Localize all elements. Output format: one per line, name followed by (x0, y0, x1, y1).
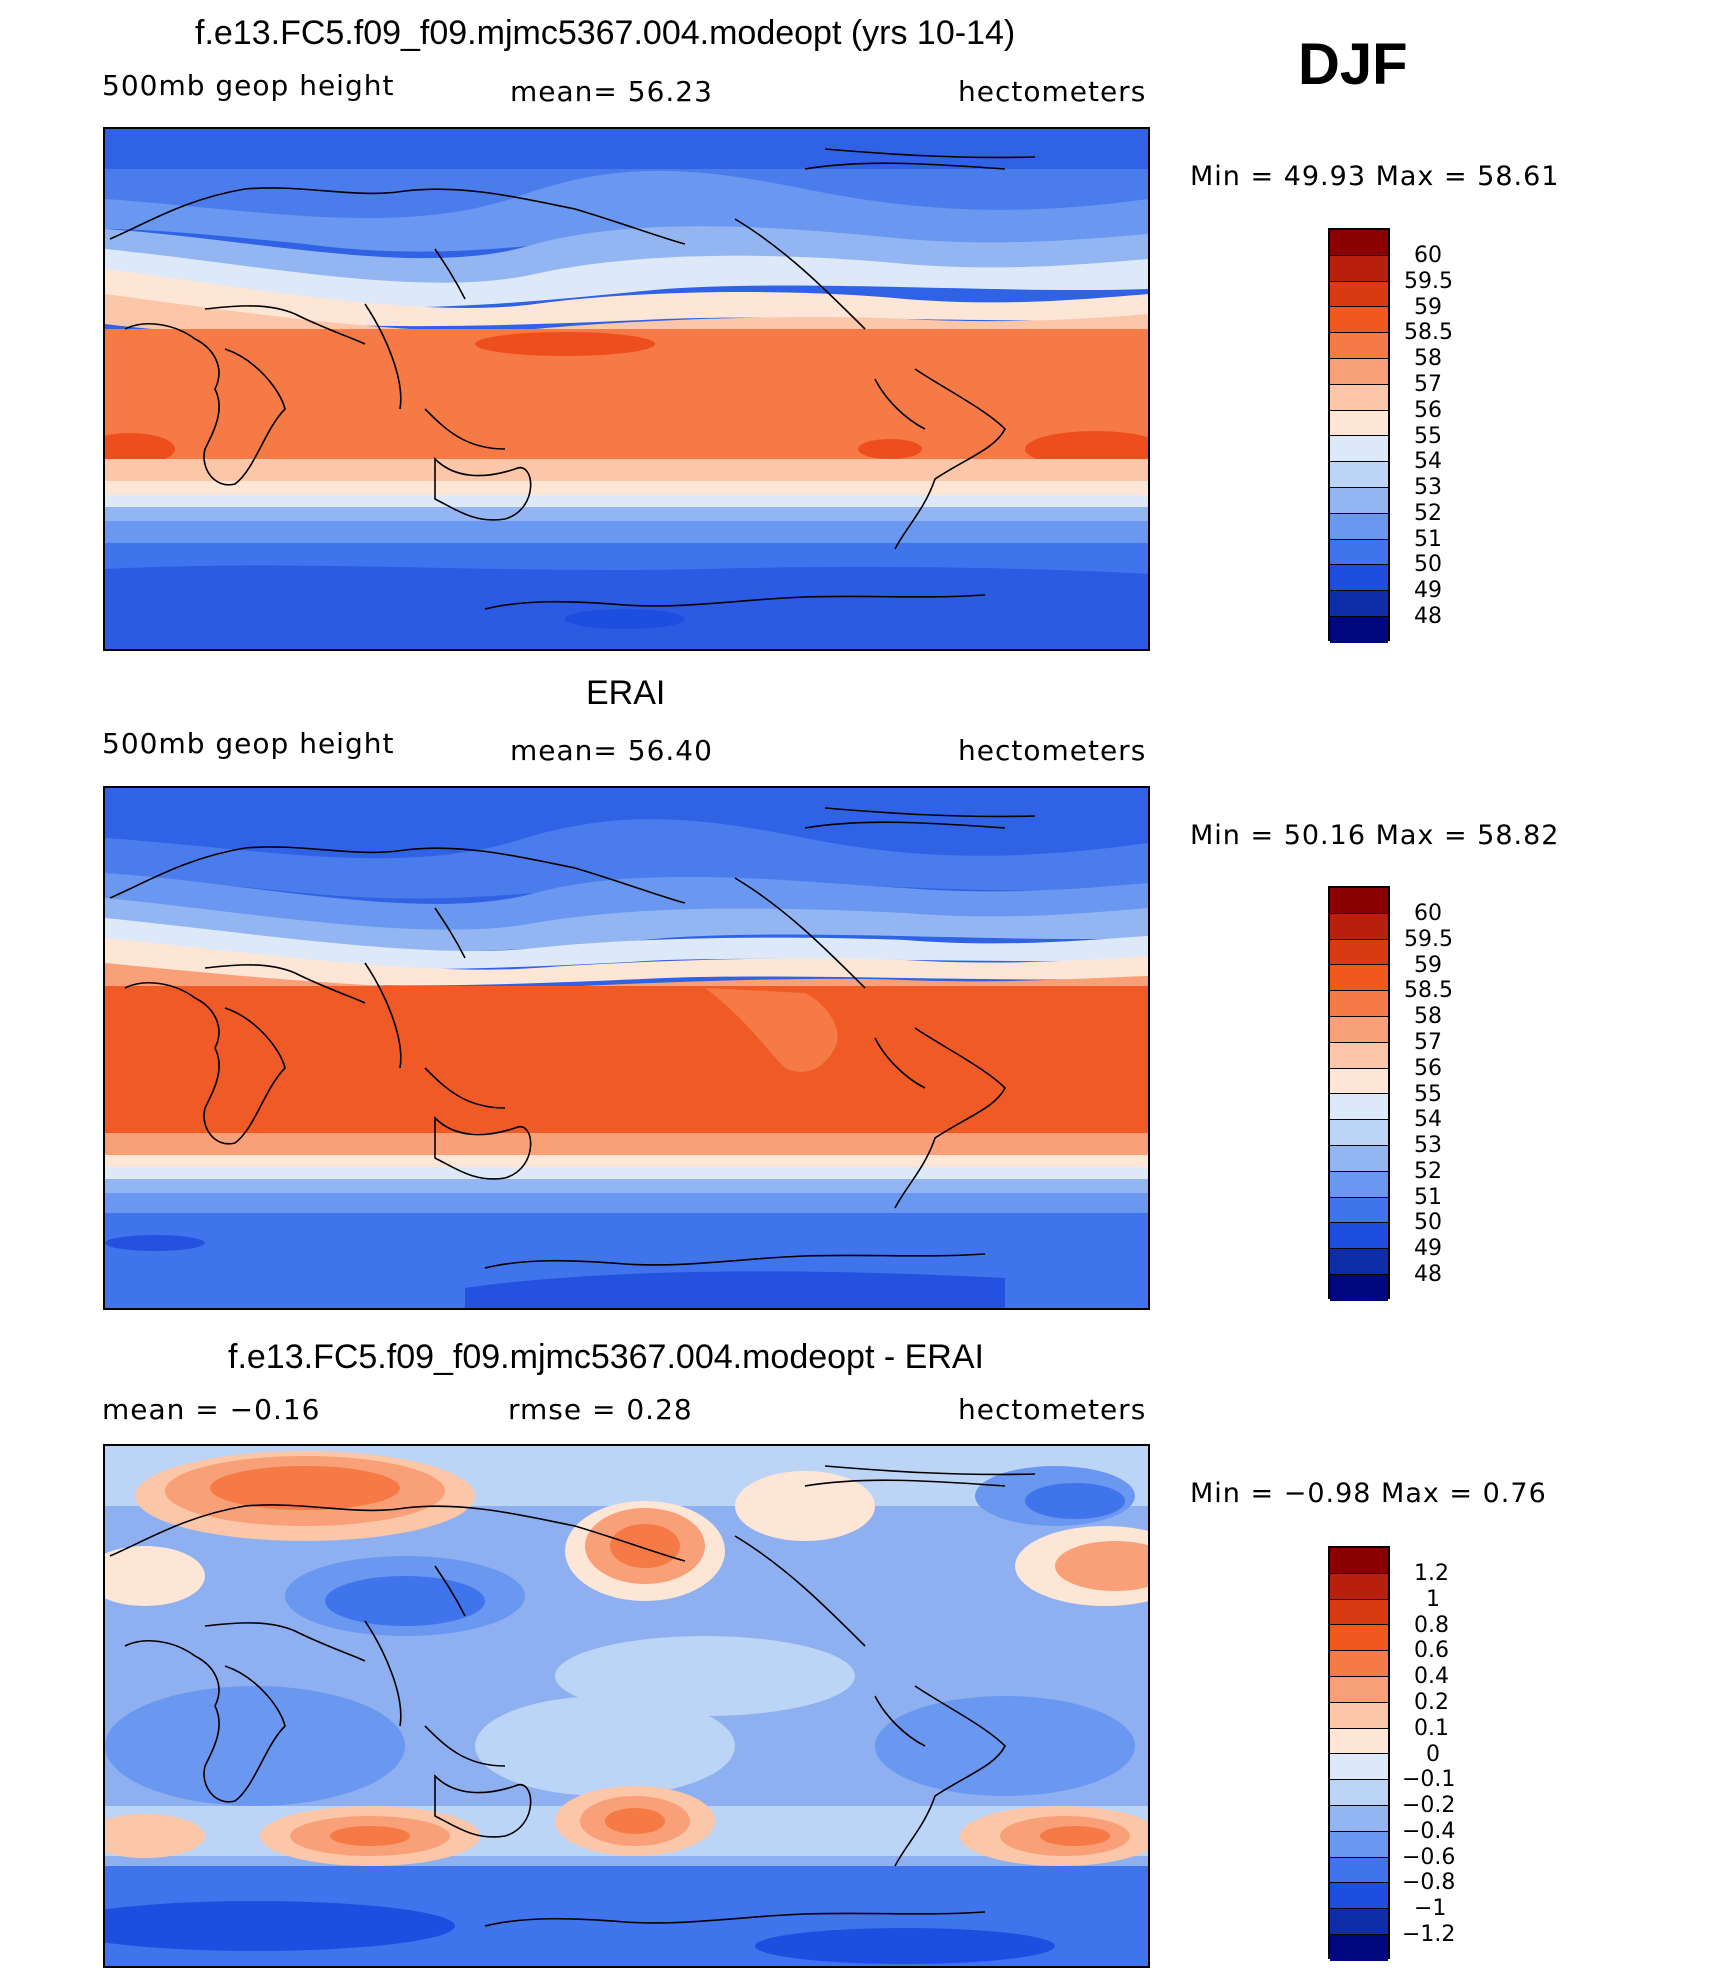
colorbar-label: 59.5 (1404, 927, 1453, 952)
colorbar-label: 58 (1414, 1004, 1442, 1029)
colorbar-label: −0.6 (1402, 1845, 1456, 1870)
mean-label-obs: mean= 56.40 (510, 734, 713, 767)
map-obs-svg (105, 788, 1148, 1308)
colorbar-label: 54 (1414, 449, 1442, 474)
minmax-model: Min = 49.93 Max = 58.61 (1190, 161, 1560, 192)
colorbar-label: 56 (1414, 1056, 1442, 1081)
colorbar-label: 52 (1414, 501, 1442, 526)
colorbar-label: 54 (1414, 1107, 1442, 1132)
colorbar-label: 57 (1414, 372, 1442, 397)
panel-title-model: f.e13.FC5.f09_f09.mjmc5367.004.modeopt (… (195, 14, 1016, 52)
units-label-model: hectometers (958, 75, 1147, 108)
minmax-diff: Min = −0.98 Max = 0.76 (1190, 1478, 1547, 1509)
colorbar-label: −1.2 (1402, 1922, 1456, 1947)
colorbar-label: 0.1 (1414, 1716, 1449, 1741)
colorbar-label: 55 (1414, 424, 1442, 449)
field-label-model: 500mb geop height (102, 69, 395, 102)
units-label-diff: hectometers (958, 1393, 1147, 1426)
colorbar-label: 59.5 (1404, 269, 1453, 294)
colorbar-label: 52 (1414, 1159, 1442, 1184)
colorbar-label: 53 (1414, 1133, 1442, 1158)
colorbar-obs (1328, 886, 1390, 1301)
colorbar-label: 51 (1414, 527, 1442, 552)
colorbar-label: 0.2 (1414, 1690, 1449, 1715)
colorbar-label: 50 (1414, 552, 1442, 577)
panel-title-obs: ERAI (586, 674, 666, 712)
colorbar-model (1328, 228, 1390, 643)
colorbar-label: 0 (1426, 1742, 1440, 1767)
map-model (103, 127, 1150, 651)
colorbar-label: 51 (1414, 1185, 1442, 1210)
colorbar-label: 56 (1414, 398, 1442, 423)
colorbar-label: 1.2 (1414, 1561, 1449, 1586)
field-label-obs: 500mb geop height (102, 727, 395, 760)
colorbar-label: 0.8 (1414, 1613, 1449, 1638)
colorbar-label: 53 (1414, 475, 1442, 500)
colorbar-diff (1328, 1546, 1390, 1961)
colorbar-label: 50 (1414, 1210, 1442, 1235)
season-label: DJF (1298, 32, 1408, 97)
colorbar-label: 58.5 (1404, 320, 1453, 345)
colorbar-label: 57 (1414, 1030, 1442, 1055)
colorbar-label: 58.5 (1404, 978, 1453, 1003)
rmse-label-diff: rmse = 0.28 (508, 1393, 693, 1426)
colorbar-label: −0.8 (1402, 1870, 1456, 1895)
map-obs (103, 786, 1150, 1310)
colorbar-label: −0.1 (1402, 1767, 1456, 1792)
colorbar-label: 0.6 (1414, 1638, 1449, 1663)
colorbar-label: 58 (1414, 346, 1442, 371)
mean-label-model: mean= 56.23 (510, 75, 713, 108)
colorbar-label: 49 (1414, 578, 1442, 603)
colorbar-label: 0.4 (1414, 1664, 1449, 1689)
colorbar-label: −0.2 (1402, 1793, 1456, 1818)
colorbar-label: 59 (1414, 953, 1442, 978)
colorbar-label: 60 (1414, 901, 1442, 926)
colorbar-label: 59 (1414, 295, 1442, 320)
panel-title-diff: f.e13.FC5.f09_f09.mjmc5367.004.modeopt -… (228, 1338, 984, 1376)
units-label-obs: hectometers (958, 734, 1147, 767)
mean-label-diff: mean = −0.16 (102, 1393, 321, 1426)
colorbar-label: −0.4 (1402, 1819, 1456, 1844)
colorbar-label: −1 (1414, 1896, 1447, 1921)
map-diff-svg (105, 1446, 1148, 1966)
colorbar-label: 48 (1414, 1262, 1442, 1287)
colorbar-label: 49 (1414, 1236, 1442, 1261)
colorbar-label: 48 (1414, 604, 1442, 629)
colorbar-label: 55 (1414, 1082, 1442, 1107)
colorbar-label: 1 (1426, 1587, 1440, 1612)
colorbar-label: 60 (1414, 243, 1442, 268)
map-model-svg (105, 129, 1148, 649)
map-diff (103, 1444, 1150, 1968)
minmax-obs: Min = 50.16 Max = 58.82 (1190, 820, 1560, 851)
